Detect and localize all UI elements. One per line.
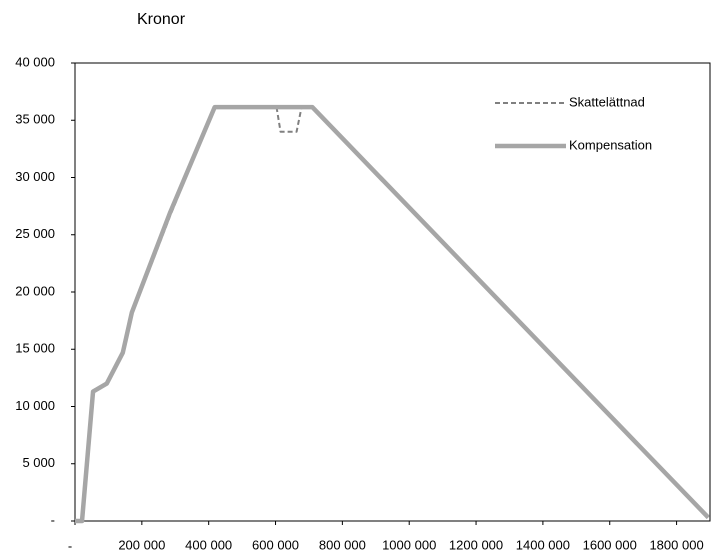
x-tick-label: - [68, 538, 72, 553]
series-line [75, 104, 710, 524]
legend-label: Skattelättnad [569, 94, 645, 109]
y-tick-label: 15 000 [15, 341, 55, 356]
y-tick-label: 25 000 [15, 226, 55, 241]
y-tick-label: 35 000 [15, 112, 55, 127]
x-tick-label: 800 000 [319, 537, 366, 552]
y-tick-label: 40 000 [15, 54, 55, 69]
y-tick-label: - [51, 512, 55, 527]
x-tick-label: 600 000 [252, 537, 299, 552]
y-tick-label: 30 000 [15, 169, 55, 184]
plot-frame [74, 62, 711, 522]
x-tick-label: 1200 000 [449, 537, 503, 552]
y-tick-label: 5 000 [22, 455, 55, 470]
x-tick-label: 200 000 [118, 537, 165, 552]
y-axis-label: Kronor [137, 11, 186, 28]
x-tick-label: 1800 000 [649, 537, 703, 552]
x-tick-label: 1000 000 [382, 537, 436, 552]
x-tick-label: 1600 000 [583, 537, 637, 552]
y-tick-label: 20 000 [15, 283, 55, 298]
legend-label: Kompensation [569, 137, 652, 152]
x-tick-label: 400 000 [185, 537, 232, 552]
x-tick-label: 1400 000 [516, 537, 570, 552]
series-line [75, 106, 710, 522]
y-tick-label: 10 000 [15, 398, 55, 413]
